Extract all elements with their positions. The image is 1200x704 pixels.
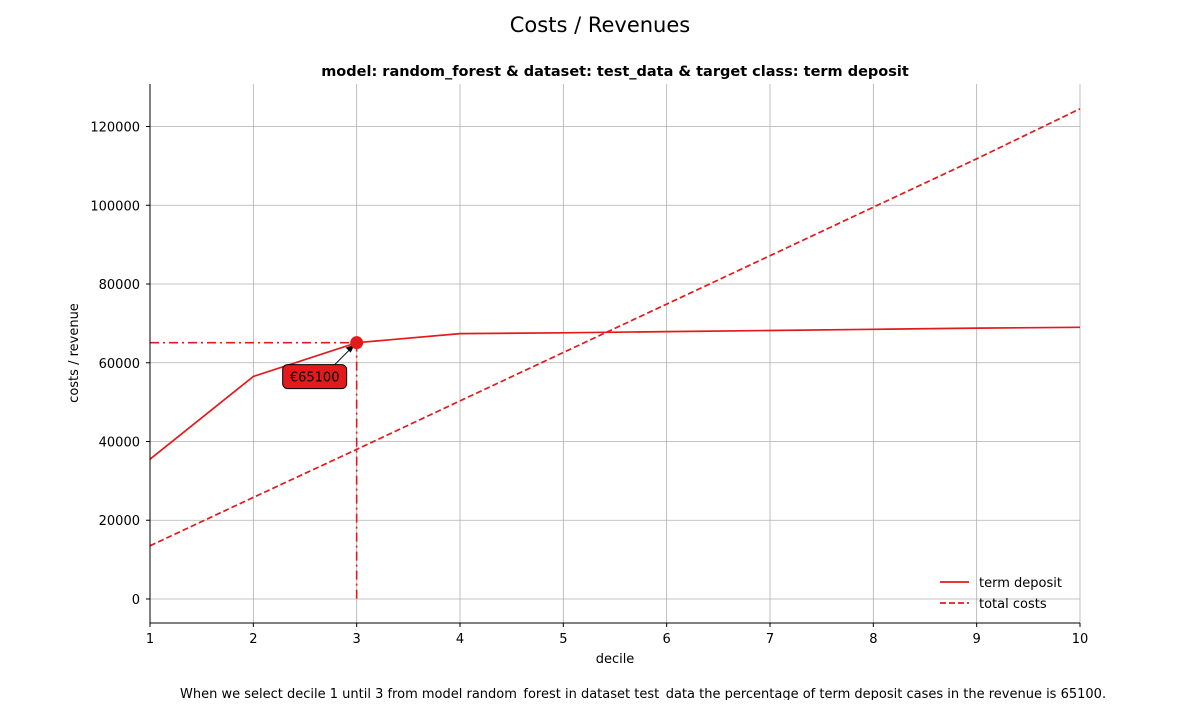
y-tick-label: 80000 — [99, 278, 140, 293]
series-lines — [149, 108, 1081, 547]
chart-title: model: random_forest & dataset: test_dat… — [321, 64, 909, 80]
highlight-reference-lines — [150, 341, 358, 599]
annotation-label-box — [282, 364, 348, 390]
x-tick-labels: 1 2 3 4 5 6 7 8 9 10 — [146, 623, 1088, 647]
legend: term deposit total costs — [940, 576, 1062, 612]
series-line-total-costs — [149, 108, 1081, 547]
x-tick-label: 1 — [146, 632, 154, 647]
x-tick-label: 10 — [1072, 632, 1089, 647]
figure-caption: When we select decile 1 until 3 from mod… — [180, 687, 1106, 700]
y-tick-label: 60000 — [99, 357, 140, 372]
x-tick-label: 5 — [559, 632, 567, 647]
highlight-annotation: €65100 — [282, 336, 364, 390]
y-tick-label: 120000 — [90, 121, 140, 136]
x-tick-label: 3 — [353, 632, 361, 647]
x-tick-label: 6 — [663, 632, 671, 647]
x-tick-label: 8 — [869, 632, 877, 647]
y-tick-label: 40000 — [99, 435, 140, 450]
axes — [149, 84, 1080, 624]
y-tick-label: 0 — [132, 593, 140, 608]
x-axis-label: decile — [596, 652, 635, 667]
grid-lines — [149, 84, 1081, 623]
legend-label: term deposit — [979, 576, 1062, 591]
x-tick-label: 7 — [766, 632, 774, 647]
figure-suptitle: Costs / Revenues — [510, 13, 690, 37]
series-line-term-deposit — [149, 326, 1081, 460]
x-tick-label: 2 — [249, 632, 257, 647]
y-tick-labels: 0 20000 40000 60000 80000 100000 120000 — [90, 121, 150, 608]
y-tick-label: 100000 — [90, 199, 140, 214]
legend-label: total costs — [979, 597, 1047, 612]
y-tick-label: 20000 — [99, 514, 140, 529]
highlight-point — [350, 336, 364, 350]
annotation-label: €65100 — [290, 371, 340, 386]
y-axis-label: costs / revenue — [67, 303, 82, 403]
x-tick-label: 9 — [973, 632, 981, 647]
x-tick-label: 4 — [456, 632, 464, 647]
